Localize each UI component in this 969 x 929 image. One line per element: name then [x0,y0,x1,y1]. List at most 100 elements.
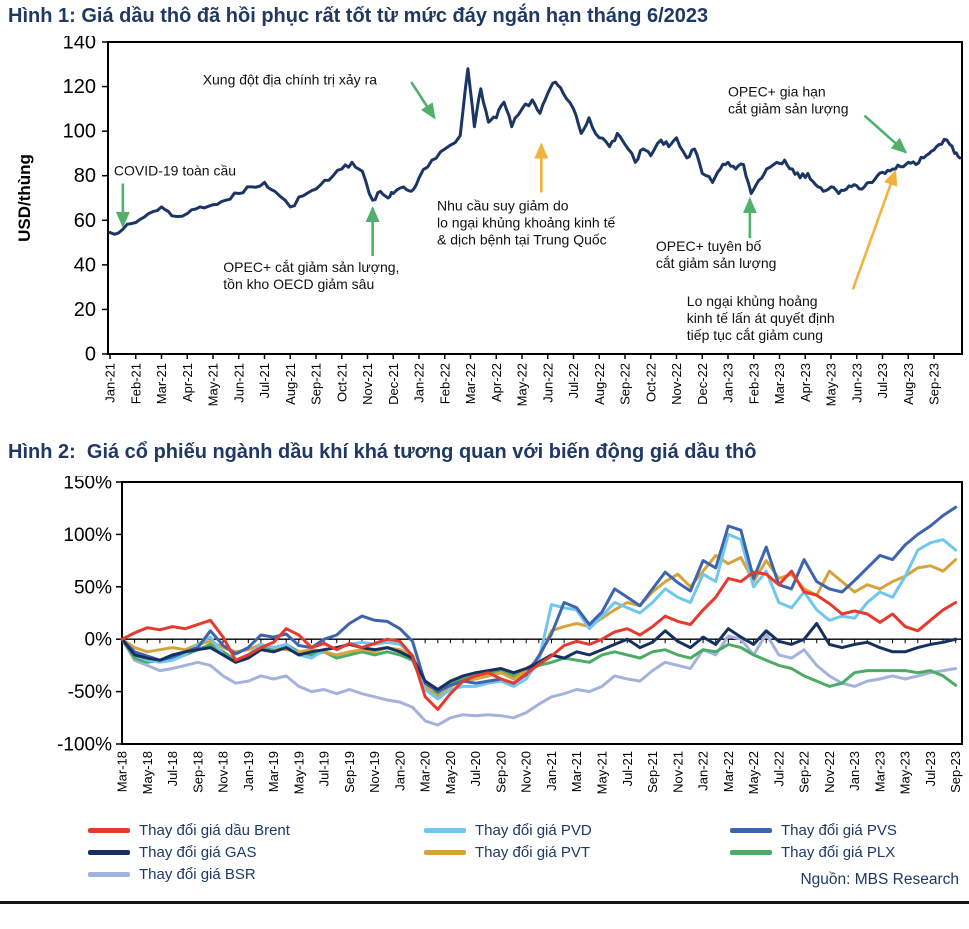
x-tick-label: Sep-23 [927,363,942,405]
x-tick-label: May-22 [515,363,530,406]
legend-swatch [424,827,466,833]
x-tick-label: May-20 [443,751,458,794]
legend-item-Brent: Thay đổi giá dầu Brent [88,819,424,841]
x-tick-label: May-19 [291,751,306,794]
series-line-PVS [120,505,958,694]
x-tick-label: Mar-21 [569,751,584,792]
y-tick-label: 0 [85,344,96,366]
x-tick-label: Feb-23 [746,363,761,404]
x-tick-label: Mar-19 [266,751,281,792]
annotation-text: cắt giảm sản lượng [728,101,849,117]
x-tick-label: Mar-20 [418,751,433,792]
y-tick-label: -50% [68,682,112,703]
y-tick-label: 120 [63,76,96,98]
x-tick-label: Jun-22 [540,363,555,403]
x-tick-label: Nov-22 [822,751,837,793]
legend-item-PVS: Thay đổi giá PVS [730,819,960,841]
x-tick-label: Jan-22 [696,751,711,791]
x-tick-label: Apr-21 [180,363,195,402]
x-tick-label: Jul-21 [257,363,272,398]
x-tick-label: Jul-18 [165,751,180,786]
x-tick-label: Jan-23 [721,363,736,403]
x-tick-label: Jan-22 [412,363,427,403]
stock-performance-chart: 150% 100% 50% 0% -50% -100%Mar-18 May-18 Jul-18… [57,476,963,794]
annotation-arrow [863,114,908,154]
x-tick-label: Jul-23 [923,751,938,786]
y-tick-label: 50% [74,577,112,598]
x-tick-label: Jan-21 [544,751,559,791]
x-tick-label: Mar-18 [115,751,130,792]
x-tick-label: Jan-20 [392,751,407,791]
x-tick-label: Oct-22 [643,363,658,402]
x-tick-label: May-18 [140,751,155,794]
oil-price-line [108,67,962,236]
annotation-text: COVID-19 toàn cầu [114,163,236,179]
x-tick-label: Mar-22 [463,363,478,404]
x-tick-label: Jun-21 [231,363,246,403]
x-tick-label: Aug-23 [901,363,916,405]
x-tick-label: Mar-21 [154,363,169,404]
legend-label: Thay đổi giá BSR [139,865,256,883]
oil-price-chart: 0 20 40 60 80 100 120 140 USD/thùng Jan-21 Feb-21 M… [15,36,963,406]
annotation-text: Lo ngại khủng hoảng [687,293,818,309]
x-tick-label: Jun-23 [849,363,864,403]
legend-item-PLX: Thay đổi giá PLX [730,841,960,863]
series-line-PVD [120,532,958,701]
annotation-arrow [851,169,898,290]
x-tick-label: May-23 [898,751,913,794]
figure1-title: Hình 1: Giá dầu thô đã hồi phục rất tốt … [8,5,709,27]
x-tick-label: Aug-22 [592,363,607,405]
x-tick-label: Jan-19 [241,751,256,791]
x-tick-label: Feb-21 [128,363,143,404]
series-line-GAS [120,622,958,691]
x-tick-label: Jul-22 [566,363,581,398]
x-tick-label: Sep-22 [797,751,812,793]
annotation-text: cắt giảm sản lượng [656,255,777,271]
x-tick-label: Sep-21 [645,751,660,793]
legend-swatch [730,849,772,855]
annotation-text: tiếp tục cắt giảm cung [687,327,823,343]
y-tick-label: -100% [57,735,112,756]
annotation-arrow [410,81,436,120]
annotation-text: Xung đột địa chính trị xảy ra [203,71,378,87]
y-tick-label: 20 [74,299,96,321]
bottom-divider [0,901,969,904]
annotation-text: lo ngại khủng khoảng kinh tế [437,214,615,230]
x-tick-label: May-23 [824,363,839,406]
x-tick-label: May-21 [206,363,221,406]
legend-label: Thay đổi giá PVT [475,843,591,861]
legend-item-PVT: Thay đổi giá PVT [424,841,730,863]
legend-label: Thay đổi giá PLX [781,843,896,861]
legend-label: Thay đổi giá dầu Brent [139,821,290,839]
x-tick-label: Jul-21 [620,751,635,786]
x-tick-label: Feb-22 [437,363,452,404]
plot-border [107,41,963,355]
x-tick-label: Sep-23 [948,751,963,793]
y-axis-title: USD/thùng [15,154,34,242]
y-tick-label: 140 [63,36,96,54]
annotation-text: tồn kho OECD giảm sâu [223,276,374,292]
x-tick-label: Nov-21 [670,751,685,793]
x-tick-label: Jul-19 [317,751,332,786]
legend-swatch [88,849,130,855]
x-tick-label: Sep-22 [618,363,633,405]
annotation-text: kinh tế lấn át quyết định [687,310,835,326]
x-tick-label: Nov-19 [367,751,382,793]
x-tick-label: Sep-21 [309,363,324,405]
annotation-text: OPEC+ gia hạn [728,84,826,100]
y-tick-label: 60 [74,210,96,232]
x-tick-label: Jul-22 [771,751,786,786]
series-line-BSR [120,632,958,727]
legend-label: Thay đổi giá PVS [781,821,897,839]
x-tick-label: Mar-22 [721,751,736,792]
figure2-title: Hình 2: Giá cổ phiếu ngành dầu khí khá t… [8,441,757,463]
y-tick-label: 80 [74,165,96,187]
x-tick-label: Jul-20 [468,751,483,786]
y-tick-label: 100% [63,525,112,546]
x-tick-label: Sep-20 [493,751,508,793]
x-tick-label: Dec-22 [695,363,710,405]
annotation-text: & dịch bệnh tại Trung Quốc [437,231,607,247]
x-tick-label: Jan-21 [103,363,118,403]
y-tick-label: 0% [85,630,113,651]
annotation-text: OPEC+ cắt giảm sản lượng, [223,259,399,275]
